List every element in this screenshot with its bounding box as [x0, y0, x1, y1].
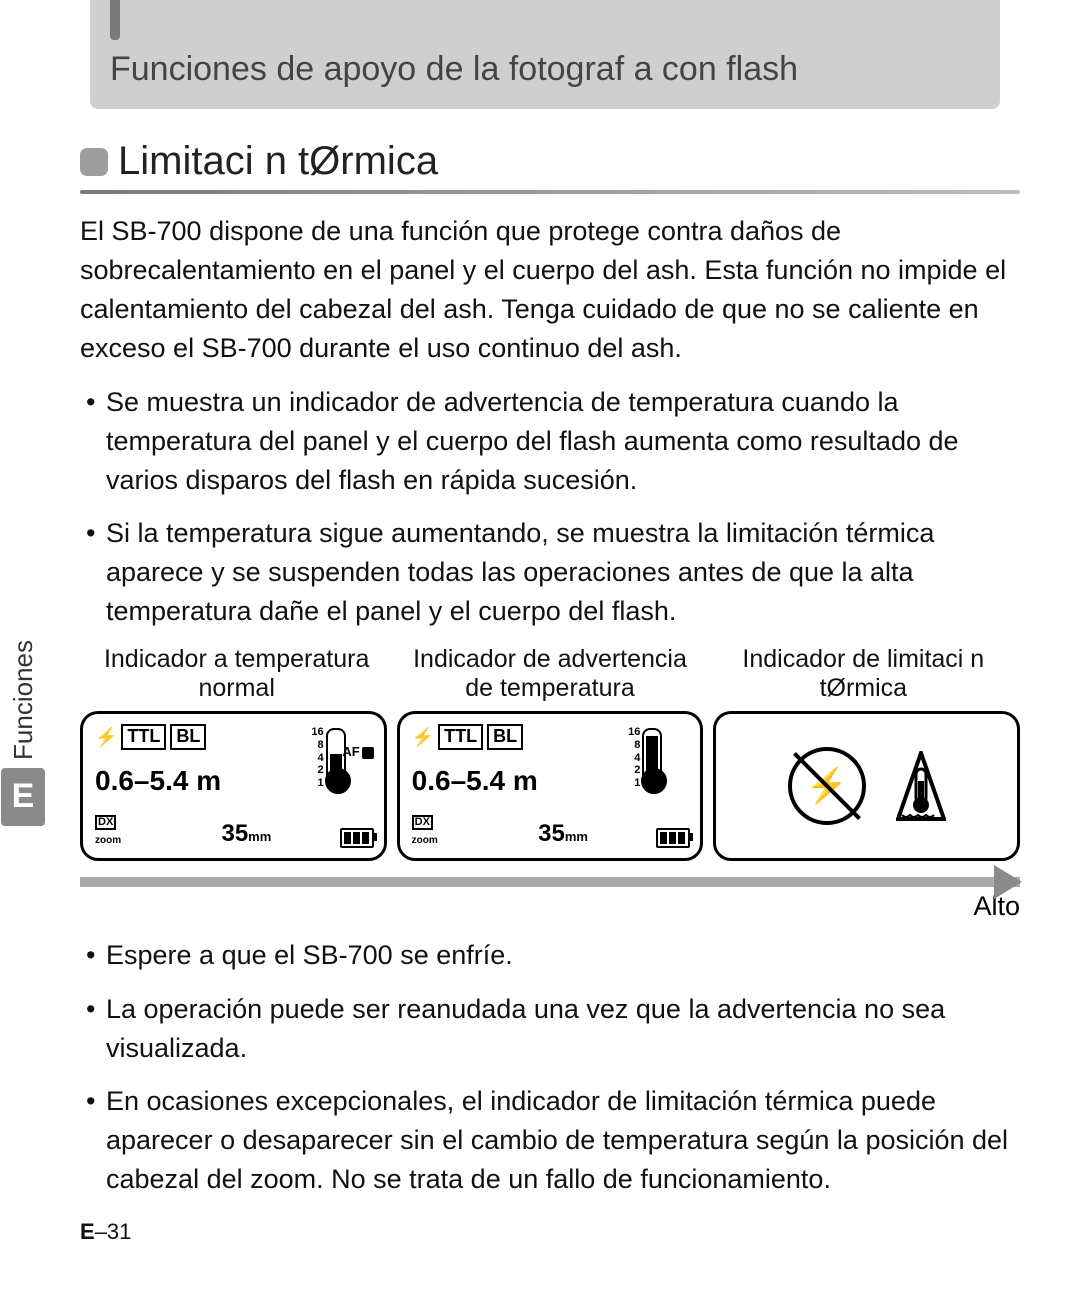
list-item: La operación puede ser reanudada una vez… — [80, 990, 1020, 1068]
lcd-panel-cutoff: ⚡ — [713, 711, 1020, 861]
bullet-list-bottom: Espere a que el SB-700 se enfríe. La ope… — [80, 936, 1020, 1199]
lcd-panel-normal: ⚡ TTL BL 0.6–5.4 m DX zoom 35mm 16 8 4 2… — [80, 711, 387, 861]
focal-length: 35 — [538, 820, 565, 847]
zoom-label: zoom — [95, 835, 121, 846]
section-bullet-icon — [80, 148, 108, 176]
panel-label: Indicador a temperatura normal — [80, 645, 393, 703]
progress-arrow — [80, 877, 1020, 887]
panel-label: Indicador de limitaci n tØrmica — [707, 645, 1020, 703]
side-tab: Funciones E — [0, 640, 46, 826]
no-flash-icon: ⚡ — [788, 747, 866, 825]
focal-length: 35 — [221, 820, 248, 847]
list-item: Si la temperatura sigue aumentando, se m… — [80, 514, 1020, 631]
bl-indicator: BL — [170, 724, 206, 750]
list-item: Se muestra un indicador de advertencia d… — [80, 383, 1020, 500]
dx-indicator: DX — [412, 815, 433, 830]
flash-range: 0.6–5.4 m — [412, 765, 538, 796]
flash-icon: ⚡ — [412, 727, 434, 748]
flash-icon: ⚡ — [95, 727, 117, 748]
focal-unit: mm — [248, 829, 271, 844]
section-rule — [80, 190, 1020, 194]
thermometer-icon — [642, 728, 662, 790]
power-scale: 16 8 4 2 1 — [628, 726, 640, 789]
intro-paragraph: El SB-700 dispone de una función que pro… — [80, 212, 1020, 369]
panel-labels-row: Indicador a temperatura normal Indicador… — [80, 645, 1020, 703]
focal-unit: mm — [565, 829, 588, 844]
section-heading: Limitaci n tØrmica — [80, 139, 1020, 184]
power-scale: 16 8 4 2 1 — [311, 726, 323, 789]
side-tab-letter: E — [1, 768, 45, 826]
page-header: Funciones de apoyo de la fotograf a con … — [90, 0, 1000, 109]
zoom-label: zoom — [412, 835, 438, 846]
dx-indicator: DX — [95, 815, 116, 830]
panel-label: Indicador de advertencia de temperatura — [393, 645, 706, 703]
thermometer-icon — [326, 728, 346, 790]
section-title: Limitaci n tØrmica — [118, 139, 438, 184]
header-title: Funciones de apoyo de la fotograf a con … — [110, 50, 980, 89]
battery-icon — [340, 828, 374, 848]
list-item: En ocasiones excepcionales, el indicador… — [80, 1082, 1020, 1199]
ttl-indicator: TTL — [438, 724, 483, 750]
af-indicator: AF — [342, 744, 373, 759]
bl-indicator: BL — [487, 724, 523, 750]
lcd-panel-warning: ⚡ TTL BL 0.6–5.4 m DX zoom 35mm 16 8 4 2… — [397, 711, 704, 861]
side-tab-label: Funciones — [8, 640, 39, 760]
thermal-warning-icon — [896, 751, 946, 821]
list-item: Espere a que el SB-700 se enfríe. — [80, 936, 1020, 975]
arrow-label: Alto — [80, 891, 1020, 922]
battery-icon — [656, 828, 690, 848]
ttl-indicator: TTL — [121, 724, 166, 750]
bullet-list-top: Se muestra un indicador de advertencia d… — [80, 383, 1020, 632]
flash-range: 0.6–5.4 m — [95, 765, 221, 796]
lcd-panels: ⚡ TTL BL 0.6–5.4 m DX zoom 35mm 16 8 4 2… — [80, 711, 1020, 861]
page-number: E–31 — [80, 1219, 1020, 1245]
